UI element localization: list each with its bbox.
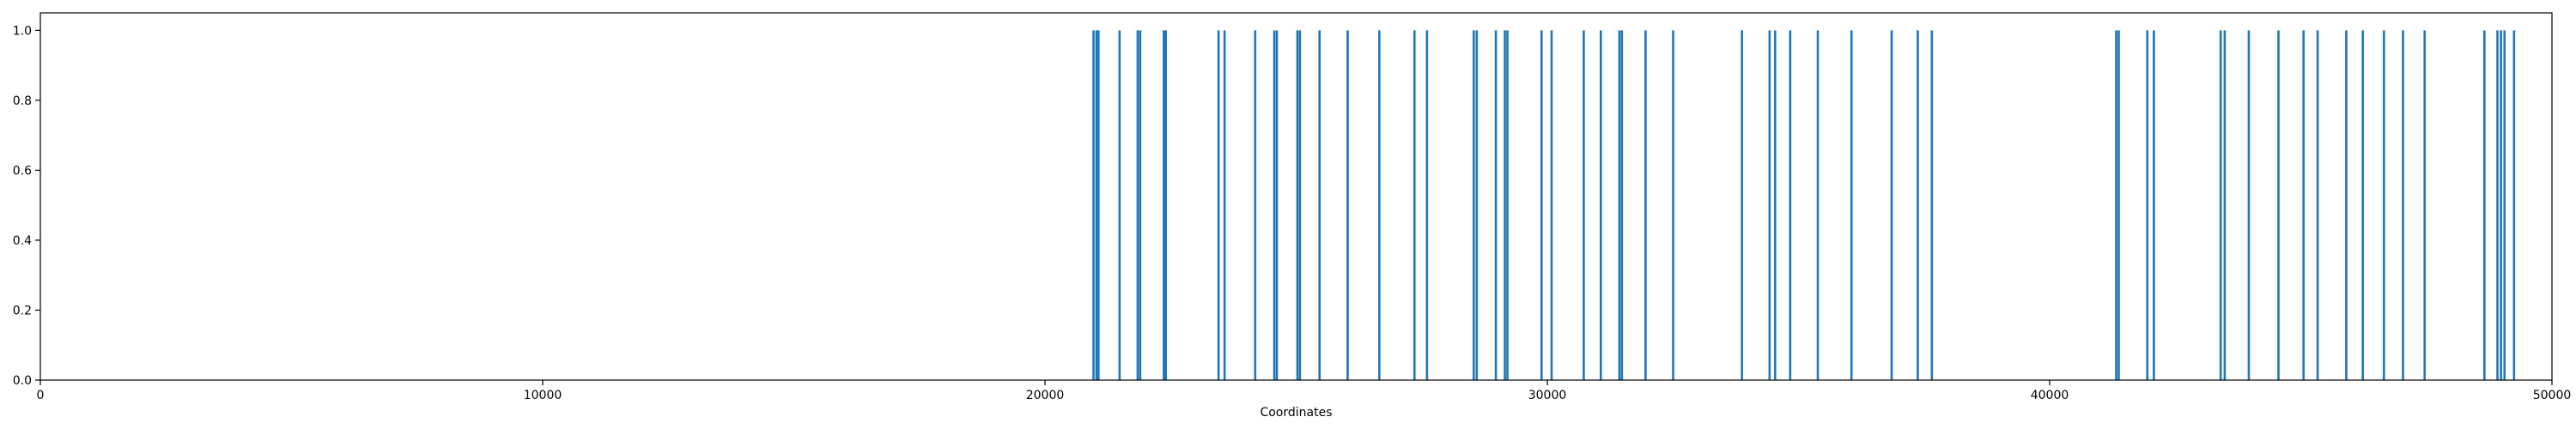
- bar: [1494, 30, 1498, 380]
- bar: [1741, 30, 1743, 380]
- bar: [1217, 30, 1220, 380]
- bar: [2512, 30, 2516, 380]
- bar: [2496, 30, 2499, 380]
- bar: [2423, 30, 2427, 380]
- bar: [2247, 30, 2251, 380]
- bar: [2383, 30, 2385, 380]
- x-tick-label: 0: [37, 389, 45, 402]
- x-axis: 0 10000 20000 30000 40000 50000: [37, 380, 2572, 402]
- bar: [1506, 30, 1509, 380]
- bar: [1378, 30, 1381, 380]
- bar: [1163, 30, 1165, 380]
- x-tick-label: 30000: [1528, 389, 1567, 402]
- bar: [1346, 30, 1349, 380]
- bar: [1092, 30, 1095, 380]
- bar: [1672, 30, 1674, 380]
- bar: [1118, 30, 1121, 380]
- bar: [1425, 30, 1429, 380]
- bar: [1254, 30, 1257, 380]
- bar: [1850, 30, 1853, 380]
- bar: [1318, 30, 1321, 380]
- bar: [2146, 30, 2149, 380]
- bar: [1475, 30, 1479, 380]
- y-tick-label: 0.6: [13, 164, 32, 178]
- bar: [1413, 30, 1416, 380]
- bar: [1620, 30, 1624, 380]
- bar: [2302, 30, 2306, 380]
- y-tick-label: 0.8: [13, 94, 32, 108]
- x-tick-label: 40000: [2031, 389, 2069, 402]
- bar: [1136, 30, 1139, 380]
- plot-frame: [39, 12, 2553, 381]
- bar: [1600, 30, 1602, 380]
- bar: [1139, 30, 1142, 380]
- bar: [2223, 30, 2227, 380]
- x-tick-label: 10000: [524, 389, 562, 402]
- x-tick-label: 20000: [1026, 389, 1065, 402]
- bar: [1223, 30, 1226, 380]
- bar: [1504, 30, 1506, 380]
- bar: [1644, 30, 1647, 380]
- bar: [2115, 30, 2117, 380]
- y-tick-label: 1.0: [13, 24, 32, 38]
- bar: [1930, 30, 1934, 380]
- bar: [1273, 30, 1276, 380]
- bar: [1298, 30, 1302, 380]
- bar: [2500, 30, 2502, 380]
- bar: [2316, 30, 2319, 380]
- bar: [1816, 30, 1820, 380]
- bar: [2402, 30, 2404, 380]
- y-tick-label: 0.2: [13, 304, 32, 317]
- y-tick-label: 0.0: [13, 374, 32, 388]
- bar: [1583, 30, 1585, 380]
- bar: [1890, 30, 1893, 380]
- y-axis: 0.0 0.2 0.4 0.6 0.8 1.0: [13, 24, 40, 388]
- bar: [1473, 30, 1475, 380]
- bar: [2277, 30, 2280, 380]
- bar: [1768, 30, 1771, 380]
- bar: [2219, 30, 2222, 380]
- bar: [1296, 30, 1299, 380]
- bar: [1789, 30, 1792, 380]
- bar: [1618, 30, 1621, 380]
- x-tick-label: 50000: [2533, 389, 2572, 402]
- x-axis-title: Coordinates: [1260, 406, 1332, 420]
- bar: [2117, 30, 2120, 380]
- bar: [1540, 30, 1543, 380]
- bar: [1550, 30, 1553, 380]
- bar: [2503, 30, 2506, 380]
- bar: [1097, 30, 1100, 380]
- bar: [1095, 30, 1098, 380]
- bar: [1275, 30, 1279, 380]
- bar: [1774, 30, 1777, 380]
- bar: [2345, 30, 2348, 380]
- y-tick-label: 0.4: [13, 234, 32, 248]
- bar: [1917, 30, 1919, 380]
- bar: [2153, 30, 2155, 380]
- bar: [2361, 30, 2365, 380]
- bar: [2483, 30, 2486, 380]
- bars-group: [1092, 30, 2516, 380]
- bar: [1164, 30, 1167, 380]
